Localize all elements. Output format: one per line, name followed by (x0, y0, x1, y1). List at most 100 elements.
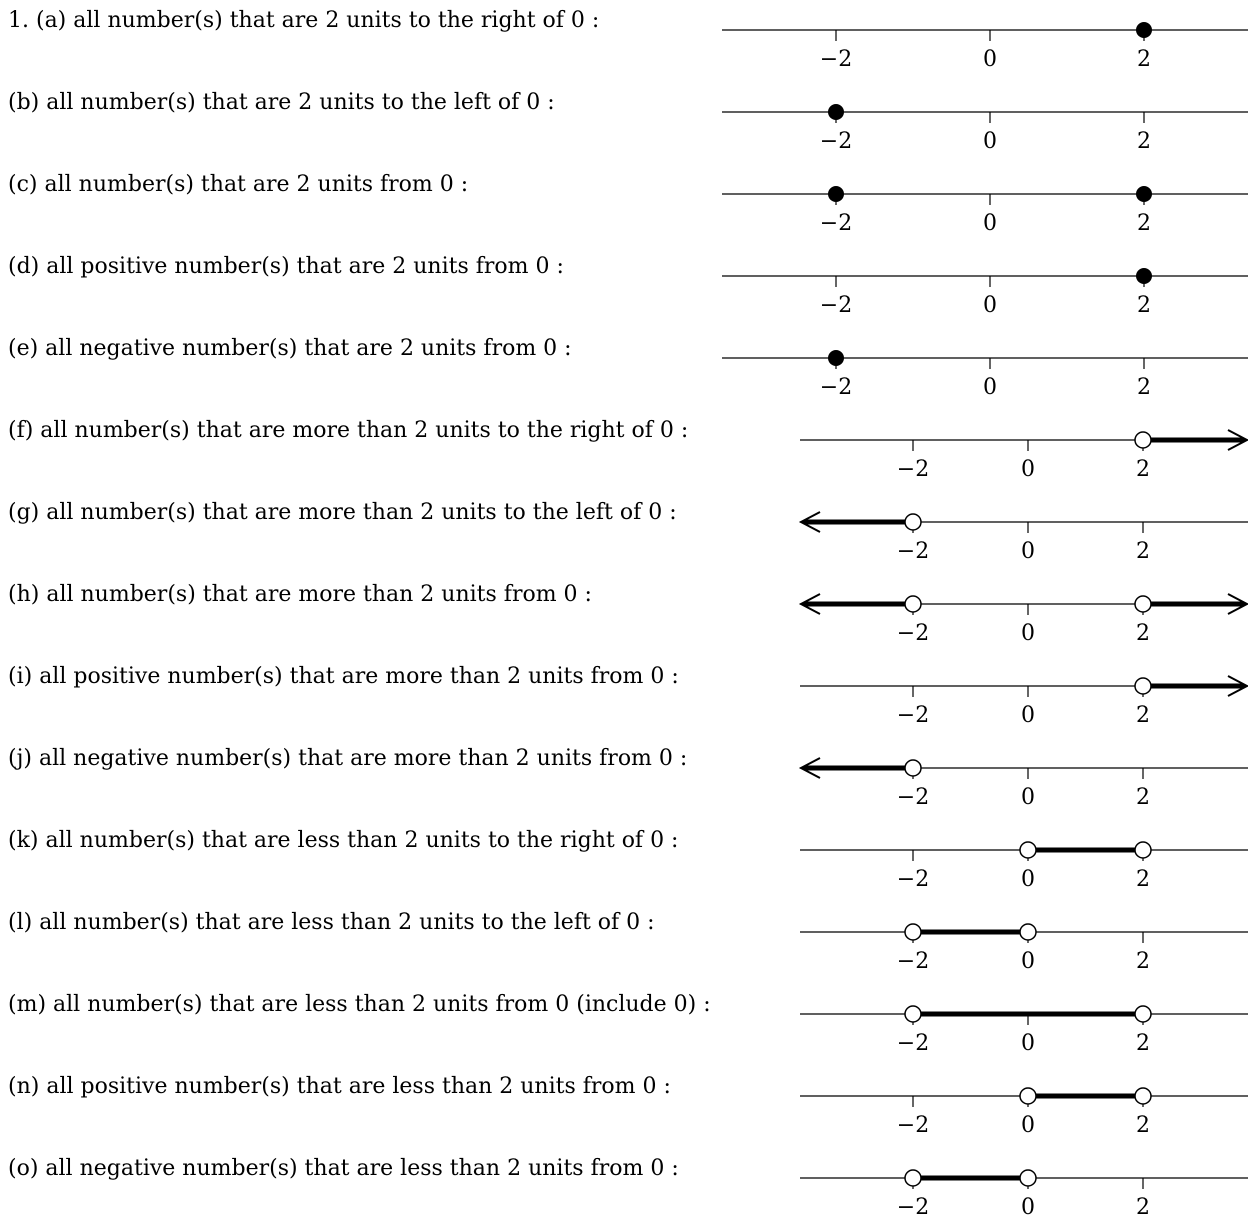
exercise-prompt: (h) all number(s) that are more than 2 u… (8, 582, 592, 607)
tick-label: 2 (1136, 1031, 1150, 1056)
open-dot (1134, 431, 1152, 449)
tick-label: 0 (1021, 703, 1035, 728)
tick-label: 0 (1021, 867, 1035, 892)
closed-dot (828, 350, 844, 366)
closed-dot (828, 186, 844, 202)
open-dot (1019, 841, 1037, 859)
tick-label: 0 (1021, 1113, 1035, 1138)
number-line: −2 0 2 (800, 675, 1248, 728)
exercise-row: (l) all number(s) that are less than 2 u… (0, 902, 1248, 984)
open-dot (1019, 1169, 1037, 1187)
tick-label: 0 (983, 211, 997, 236)
number-line: −2 0 2 (798, 593, 1248, 646)
tick-label: −2 (897, 785, 929, 810)
open-dot (1134, 1087, 1152, 1105)
exercise-row: (b) all number(s) that are 2 units to th… (0, 82, 1248, 164)
open-dot (904, 1169, 922, 1187)
tick-label: 2 (1137, 375, 1151, 400)
tick-label: 2 (1136, 785, 1150, 810)
tick-label: 0 (1021, 457, 1035, 482)
tick-label: −2 (820, 129, 852, 154)
exercise-prompt: (c) all number(s) that are 2 units from … (8, 172, 469, 197)
exercise-row: (m) all number(s) that are less than 2 u… (0, 984, 1248, 1066)
tick-label: 2 (1137, 211, 1151, 236)
exercise-prompt: (g) all number(s) that are more than 2 u… (8, 500, 677, 525)
tick-label: 0 (1021, 949, 1035, 974)
arrowhead-right-icon (1227, 429, 1248, 451)
exercise-prompt: (j) all negative number(s) that are more… (8, 746, 688, 771)
number-line: −2 0 2 (798, 757, 1248, 810)
number-line: −2 0 2 (722, 268, 1248, 318)
tick-label: 0 (1021, 621, 1035, 646)
tick-label: −2 (897, 703, 929, 728)
open-dot (904, 513, 922, 531)
closed-dot (828, 104, 844, 120)
number-line: −2 0 2 (722, 104, 1248, 154)
open-dot (904, 923, 922, 941)
open-dot (1134, 677, 1152, 695)
open-dot (904, 1005, 922, 1023)
closed-dot (1136, 22, 1152, 38)
open-dot (1134, 595, 1152, 613)
tick-label: 0 (1021, 1031, 1035, 1056)
exercise-row: (d) all positive number(s) that are 2 un… (0, 246, 1248, 328)
open-dot (904, 595, 922, 613)
closed-dot (1136, 186, 1152, 202)
exercise-row: (k) all number(s) that are less than 2 u… (0, 820, 1248, 902)
tick-label: −2 (820, 211, 852, 236)
number-line: −2 0 2 (722, 22, 1248, 72)
exercise-prompt: (n) all positive number(s) that are less… (8, 1074, 671, 1099)
exercise-prompt: (b) all number(s) that are 2 units to th… (8, 90, 555, 115)
exercise-row: (f) all number(s) that are more than 2 u… (0, 410, 1248, 492)
exercise-row: (o) all negative number(s) that are less… (0, 1148, 1248, 1230)
arrowhead-left-icon (798, 757, 821, 779)
tick-label: 2 (1136, 949, 1150, 974)
open-dot (904, 759, 922, 777)
arrowhead-right-icon (1227, 593, 1248, 615)
arrowhead-left-icon (798, 593, 821, 615)
exercise-prompt: (f) all number(s) that are more than 2 u… (8, 418, 689, 443)
tick-label: −2 (897, 457, 929, 482)
tick-label: 2 (1137, 293, 1151, 318)
tick-label: 2 (1136, 1113, 1150, 1138)
exercise-row: (c) all number(s) that are 2 units from … (0, 164, 1248, 246)
arrowhead-right-icon (1227, 675, 1248, 697)
tick-label: 0 (983, 293, 997, 318)
tick-label: 2 (1136, 1195, 1150, 1220)
exercise-prompt: 1. (a) all number(s) that are 2 units to… (8, 8, 600, 33)
exercise-prompt: (k) all number(s) that are less than 2 u… (8, 828, 679, 853)
tick-label: 0 (983, 129, 997, 154)
open-dot (1019, 923, 1037, 941)
exercise-prompt: (d) all positive number(s) that are 2 un… (8, 254, 564, 279)
tick-label: 0 (1021, 539, 1035, 564)
exercise-row: (j) all negative number(s) that are more… (0, 738, 1248, 820)
tick-label: 2 (1137, 47, 1151, 72)
tick-label: 2 (1136, 457, 1150, 482)
exercise-row: 1. (a) all number(s) that are 2 units to… (0, 0, 1248, 82)
number-line: −2 0 2 (800, 923, 1248, 974)
tick-label: −2 (897, 949, 929, 974)
closed-dot (1136, 268, 1152, 284)
tick-label: 0 (1021, 785, 1035, 810)
tick-label: −2 (897, 1113, 929, 1138)
exercise-row: (n) all positive number(s) that are less… (0, 1066, 1248, 1148)
number-line: −2 0 2 (800, 1087, 1248, 1138)
exercise-row: (i) all positive number(s) that are more… (0, 656, 1248, 738)
tick-label: 2 (1136, 703, 1150, 728)
number-line: −2 0 2 (798, 511, 1248, 564)
tick-label: −2 (897, 867, 929, 892)
exercise-prompt: (m) all number(s) that are less than 2 u… (8, 992, 711, 1017)
exercise-row: (h) all number(s) that are more than 2 u… (0, 574, 1248, 656)
open-dot (1019, 1087, 1037, 1105)
tick-label: 2 (1137, 129, 1151, 154)
number-line: −2 0 2 (722, 186, 1248, 236)
exercise-prompt: (e) all negative number(s) that are 2 un… (8, 336, 572, 361)
tick-label: 2 (1136, 539, 1150, 564)
tick-label: 0 (1021, 1195, 1035, 1220)
arrowhead-left-icon (798, 511, 821, 533)
exercise-row: (e) all negative number(s) that are 2 un… (0, 328, 1248, 410)
tick-label: −2 (897, 1031, 929, 1056)
exercise-prompt: (l) all number(s) that are less than 2 u… (8, 910, 655, 935)
number-line: −2 0 2 (722, 350, 1248, 400)
